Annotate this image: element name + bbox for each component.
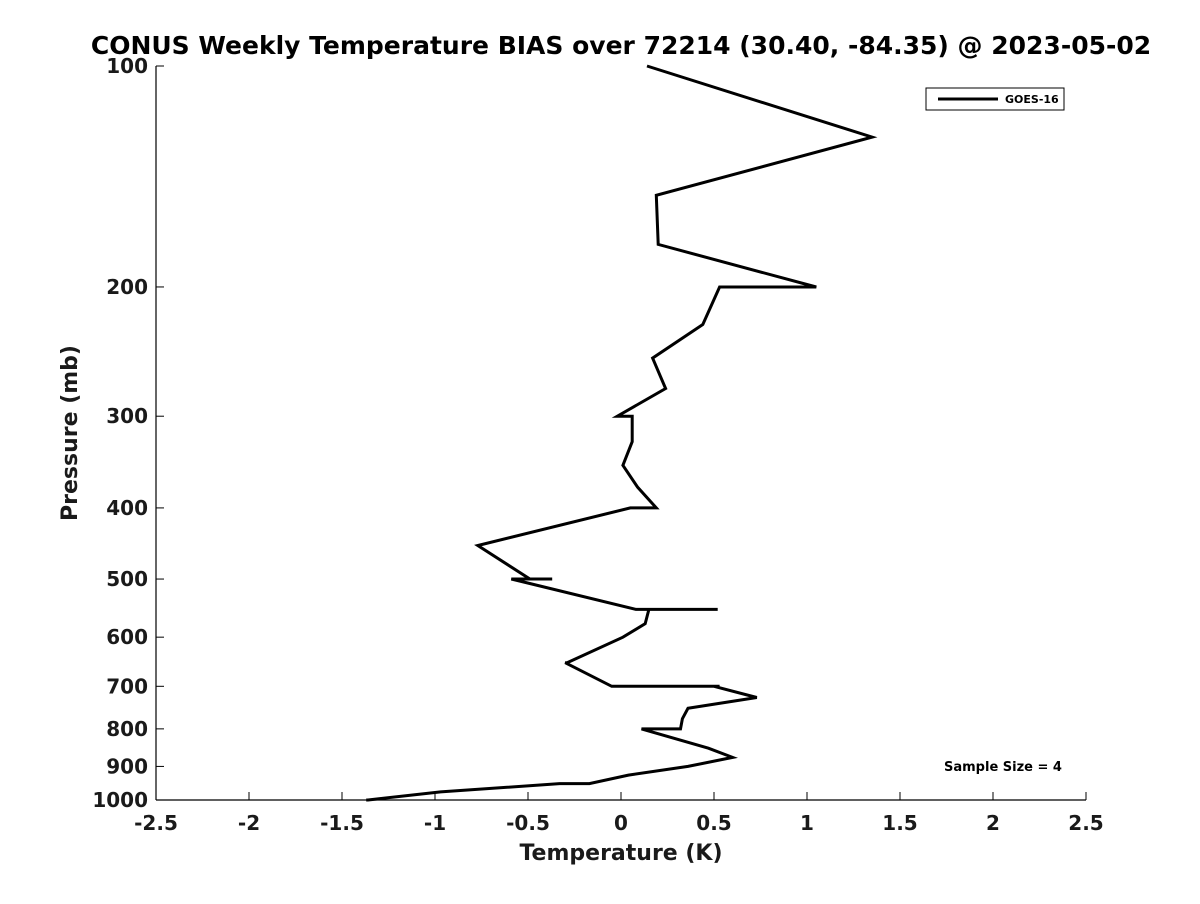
y-tick-label: 900: [106, 754, 148, 778]
y-tick-label: 400: [106, 496, 148, 520]
y-tick-label: 200: [106, 275, 148, 299]
y-tick-label: 1000: [92, 788, 148, 812]
series-layer: [366, 64, 878, 802]
x-tick-label: -1.5: [320, 811, 364, 835]
x-tick-label: -2: [238, 811, 260, 835]
x-tick-label: -2.5: [134, 811, 178, 835]
y-tick-label: 800: [106, 717, 148, 741]
x-tick-label: 1: [800, 811, 814, 835]
y-axis-ticks: 100 200 300 400 500 600 700 800 900 1000: [92, 54, 164, 812]
x-tick-label: 0: [614, 811, 628, 835]
y-tick-label: 500: [106, 567, 148, 591]
x-tick-label: 2.5: [1068, 811, 1103, 835]
plot-area: [155, 66, 1086, 801]
x-axis-ticks: -2.5 -2 -1.5 -1 -0.5 0 0.5 1 1.5 2 2.5: [134, 792, 1104, 835]
x-tick-label: 1.5: [882, 811, 917, 835]
legend-label-goes-16: GOES-16: [1005, 93, 1059, 106]
chart-title: CONUS Weekly Temperature BIAS over 72214…: [91, 31, 1151, 60]
y-axis-label: Pressure (mb): [58, 345, 83, 521]
y-tick-label: 700: [106, 674, 148, 698]
sample-size-annotation: Sample Size = 4: [944, 760, 1062, 775]
x-axis-label: Temperature (K): [519, 841, 722, 866]
x-tick-label: 0.5: [696, 811, 731, 835]
x-tick-label: -0.5: [506, 811, 550, 835]
legend: GOES-16: [925, 87, 1065, 111]
x-tick-label: -1: [424, 811, 446, 835]
y-tick-label: 600: [106, 625, 148, 649]
x-tick-label: 2: [986, 811, 1000, 835]
series-line-goes-16: [366, 64, 878, 802]
y-tick-label: 100: [106, 54, 148, 78]
y-tick-label: 300: [106, 404, 148, 428]
